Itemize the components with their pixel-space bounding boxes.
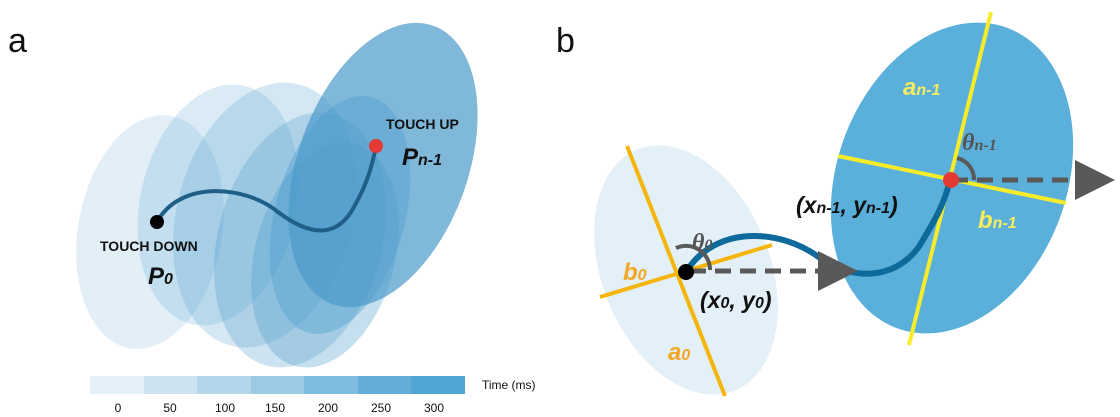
thetan-label: θn-1 xyxy=(962,130,997,156)
time-colorbar xyxy=(90,376,465,394)
colorbar-segment-1 xyxy=(144,376,197,394)
colorbar-segment-5 xyxy=(358,376,411,394)
colorbar-segment-2 xyxy=(197,376,251,394)
colorbar-segment-4 xyxy=(304,376,358,394)
colorbar-segment-0 xyxy=(90,376,144,394)
bn-label: bn-1 xyxy=(978,207,1017,234)
p0-main: P xyxy=(148,263,165,290)
touch-ellipse-t1 xyxy=(137,84,299,326)
pn-main: P xyxy=(402,144,419,171)
touch-trajectory xyxy=(155,145,378,233)
colorbar-tick-100: 100 xyxy=(215,401,235,415)
pn-sub: n-1 xyxy=(418,152,442,169)
panel-a-letter: a xyxy=(8,22,27,60)
touch-ellipse-t0 xyxy=(76,115,224,349)
colorbar-segment-6 xyxy=(411,376,465,394)
a0-label: a0 xyxy=(668,339,690,366)
p0-label: P0 xyxy=(148,263,173,290)
start-coordinate-label: (x0, y0) xyxy=(700,287,772,313)
colorbar-tick-200: 200 xyxy=(318,401,338,415)
touch-down-point xyxy=(150,215,164,229)
theta0-label: θ0 xyxy=(692,230,712,256)
colorbar-label: Time (ms) xyxy=(482,378,536,392)
touch-up-label: TOUCH UP xyxy=(386,116,459,132)
colorbar-tick-150: 150 xyxy=(265,401,285,415)
an-label: an-1 xyxy=(903,74,940,101)
end-center-point xyxy=(943,172,959,188)
thetan-angle-arc xyxy=(956,156,977,181)
p0-sub: 0 xyxy=(164,271,173,288)
colorbar-tick-0: 0 xyxy=(115,401,122,415)
pn-label: Pn-1 xyxy=(402,144,442,171)
start-center-point xyxy=(678,264,694,280)
start-major-axis xyxy=(625,145,727,397)
touch-down-label: TOUCH DOWN xyxy=(100,238,198,254)
touch-ellipse-stack xyxy=(76,22,478,368)
touch-ellipse-t6 xyxy=(288,22,478,308)
touch-up-point xyxy=(369,139,383,153)
colorbar-tick-300: 300 xyxy=(424,401,444,415)
colorbar-tick-250: 250 xyxy=(371,401,391,415)
theta0-angle-arc xyxy=(675,243,713,271)
colorbar-tick-50: 50 xyxy=(163,401,177,415)
b0-label: b0 xyxy=(623,259,647,286)
end-coordinate-label: (xn-1, yn-1) xyxy=(796,192,898,218)
panel-b-letter: b xyxy=(556,22,575,60)
colorbar-segment-3 xyxy=(251,376,304,394)
